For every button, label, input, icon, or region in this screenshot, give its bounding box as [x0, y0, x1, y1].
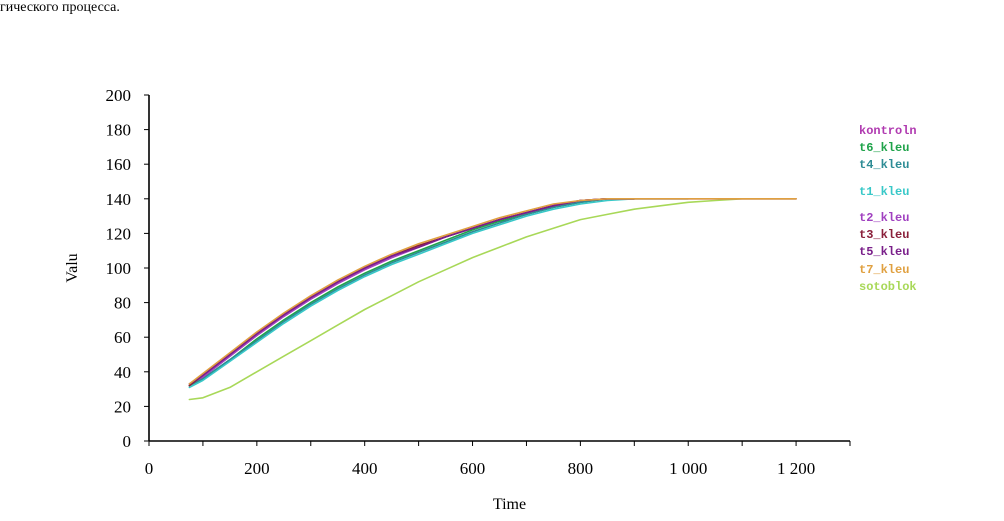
series-line-t1-kleu [188, 198, 636, 389]
y-tick-label: 40 [114, 363, 131, 382]
y-tick-label: 120 [106, 224, 132, 243]
caption-text: гического процесса. [0, 0, 120, 15]
series-line-t4-kleu [188, 198, 690, 387]
y-axis-title: Valu [64, 253, 81, 282]
x-tick-label: 800 [568, 459, 594, 478]
series-line-t3-kleu [188, 198, 636, 387]
chart-legend: kontroln t6_kleu t4_kleu t1_kleu t2_kleu t3_k… [859, 124, 917, 294]
x-axis-title: Time [493, 496, 526, 513]
series-line-t2-kleu [188, 198, 636, 385]
series-line-t7-kleu [188, 198, 797, 385]
legend-entry-t6-kleu: t6_kleu [859, 141, 909, 155]
y-tick-label: 0 [123, 432, 132, 451]
x-tick-label: 400 [352, 459, 378, 478]
y-tick-label: 20 [114, 397, 131, 416]
chart-axes: 0 20 40 60 80 100 120 140 160 180 200 0 200 400 600 800… [64, 86, 851, 513]
series-line-t6-kleu [188, 198, 636, 387]
chart-series-lines [188, 198, 797, 401]
legend-entry-t7-kleu: t7_kleu [859, 263, 909, 277]
x-tick-label: 0 [145, 459, 154, 478]
legend-entry-t2-kleu: t2_kleu [859, 211, 909, 225]
y-tick-label: 200 [106, 86, 132, 105]
legend-entry-t1-kleu: t1_kleu [859, 185, 909, 199]
x-tick-label: 600 [460, 459, 486, 478]
x-tick-label: 1 200 [777, 459, 815, 478]
y-tick-label: 180 [106, 121, 132, 140]
legend-entry-t4-kleu: t4_kleu [859, 158, 909, 172]
y-tick-label: 160 [106, 155, 132, 174]
x-tick-label: 1 000 [669, 459, 707, 478]
legend-entry-kontroln: kontroln [859, 124, 917, 138]
y-tick-label: 100 [106, 259, 132, 278]
legend-entry-sotoblok: sotoblok [859, 280, 917, 294]
y-tick-label: 140 [106, 190, 132, 209]
series-line-t5-kleu [188, 198, 636, 385]
legend-entry-t5-kleu: t5_kleu [859, 245, 909, 259]
y-tick-label: 80 [114, 294, 131, 313]
x-tick-label: 200 [244, 459, 270, 478]
legend-entry-t3-kleu: t3_kleu [859, 228, 909, 242]
y-tick-label: 60 [114, 328, 131, 347]
series-line-sotoblok [188, 198, 797, 401]
